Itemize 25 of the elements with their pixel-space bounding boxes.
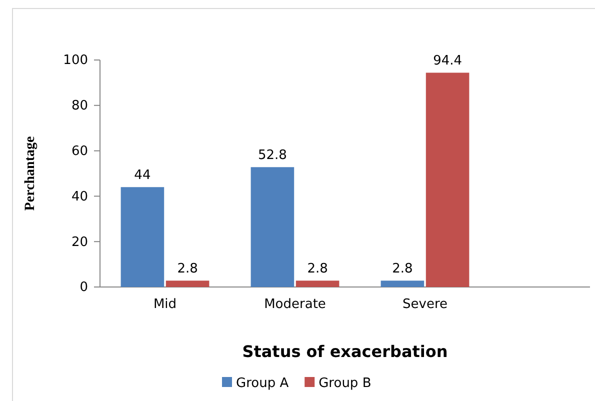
x-tick-label: Severe xyxy=(402,297,448,312)
data-label: 44 xyxy=(134,168,151,184)
bar xyxy=(166,280,210,287)
bar xyxy=(380,280,424,287)
y-tick-label: 60 xyxy=(71,144,88,159)
y-tick-label: 20 xyxy=(71,234,88,250)
legend-label: Group B xyxy=(318,376,372,391)
y-axis-title: Perchantage xyxy=(23,136,38,211)
y-tick-label: 40 xyxy=(71,189,88,204)
data-label: 94.4 xyxy=(433,54,462,69)
x-tick-label: Mid xyxy=(153,297,177,312)
y-tick-label: 100 xyxy=(63,53,88,68)
x-axis-title: Status of exacerbation xyxy=(242,342,448,361)
data-label: 52.8 xyxy=(258,148,287,164)
bar xyxy=(296,280,340,287)
bar xyxy=(250,167,294,287)
y-tick-label: 0 xyxy=(80,280,88,296)
bar xyxy=(120,187,164,287)
x-tick-label: Moderate xyxy=(264,297,326,312)
bar xyxy=(426,72,470,287)
data-label: 2.8 xyxy=(392,262,413,277)
data-label: 2.8 xyxy=(177,262,198,277)
legend-label: Group A xyxy=(236,376,289,391)
data-label: 2.8 xyxy=(307,262,328,277)
y-tick-label: 80 xyxy=(71,98,88,114)
